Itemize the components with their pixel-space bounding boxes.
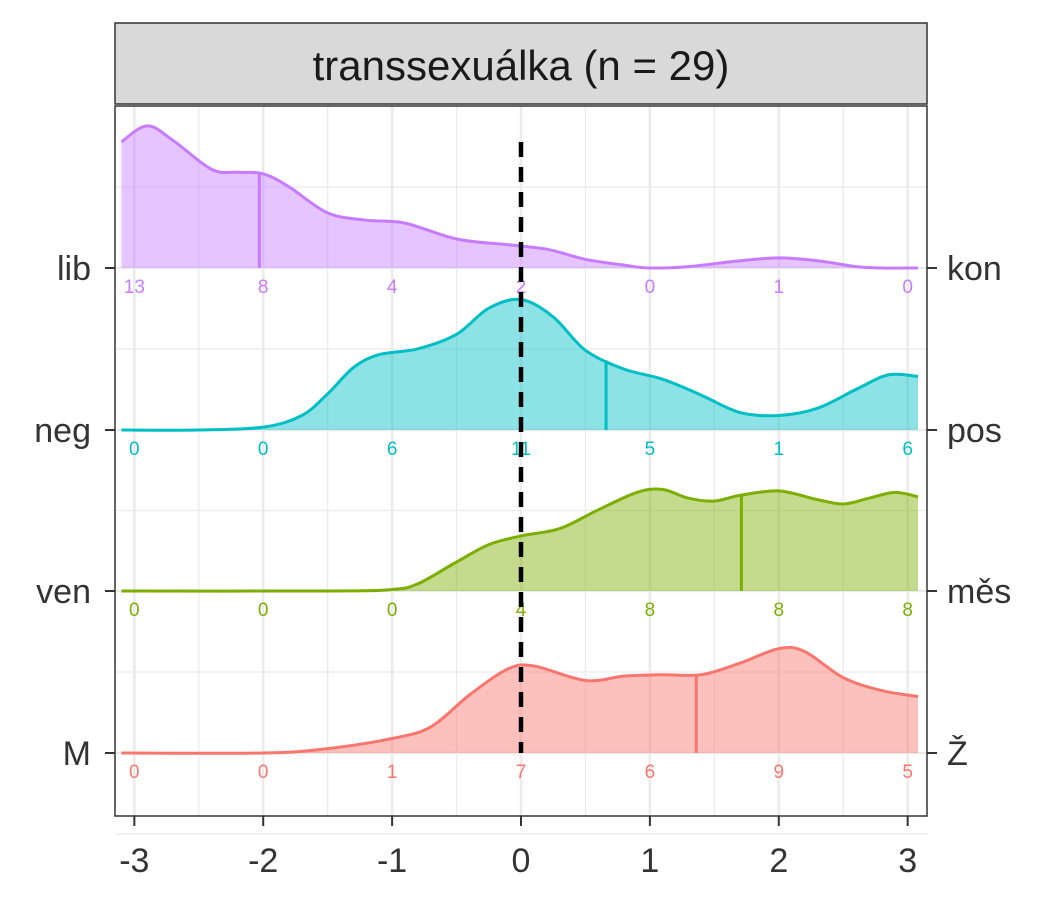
- x-tick-label: -3: [119, 842, 149, 880]
- count-label: 1: [773, 277, 784, 298]
- count-label: 6: [387, 439, 398, 460]
- left-axis-label: ven: [36, 573, 91, 611]
- left-axis-label: M: [63, 735, 91, 773]
- count-label: 4: [387, 277, 398, 298]
- count-label: 13: [124, 277, 145, 298]
- count-label: 8: [645, 600, 656, 621]
- density-area: [121, 489, 918, 592]
- x-tick-label: 1: [640, 842, 659, 880]
- density-line: [121, 645, 919, 755]
- facet-strip: transsexuálka (n = 29): [114, 22, 928, 105]
- count-label: 4: [516, 600, 527, 621]
- count-label: 8: [902, 600, 913, 621]
- ridge-lib: 13 8 4 2 0 1 0: [120, 124, 919, 298]
- x-tick-label: 3: [898, 842, 917, 880]
- x-tick-label: -2: [248, 842, 278, 880]
- count-label: 8: [258, 277, 269, 298]
- count-label: 9: [773, 762, 784, 783]
- density-area: [121, 299, 918, 431]
- x-tick-label: 2: [769, 842, 788, 880]
- count-label: 2: [516, 277, 527, 298]
- count-label: 0: [129, 439, 140, 460]
- count-label: 6: [645, 762, 656, 783]
- x-tick-label: 0: [512, 842, 531, 880]
- density-line: [121, 297, 919, 432]
- count-label: 1: [773, 439, 784, 460]
- count-label: 1: [387, 762, 398, 783]
- facet-strip-box: [114, 22, 928, 105]
- count-label: 0: [129, 600, 140, 621]
- count-label: 0: [258, 439, 269, 460]
- x-tick-label: -1: [377, 842, 407, 880]
- left-axis-label: neg: [34, 412, 91, 450]
- right-axis-label: měs: [947, 573, 1011, 611]
- count-label: 5: [902, 762, 913, 783]
- count-label: 0: [258, 762, 269, 783]
- count-label: 7: [516, 762, 527, 783]
- density-line: [121, 487, 919, 593]
- count-label: 8: [773, 600, 784, 621]
- density-line: [120, 124, 919, 270]
- right-axis-label: pos: [947, 412, 1002, 450]
- axes: -3 -2 -1 0 1 2 3 lib kon neg pos ven měs M Ž: [34, 250, 1011, 880]
- ridge-ven: 0 0 0 4 8 8 8: [121, 487, 919, 621]
- count-label: 5: [645, 439, 656, 460]
- density-area: [121, 125, 918, 269]
- count-label: 0: [645, 277, 656, 298]
- count-label: 0: [258, 600, 269, 621]
- count-label: 0: [129, 762, 140, 783]
- count-label: 0: [902, 277, 913, 298]
- right-axis-label: kon: [947, 250, 1002, 288]
- left-axis-label: lib: [57, 250, 91, 288]
- count-label: 0: [387, 600, 398, 621]
- count-label: 6: [902, 439, 913, 460]
- right-axis-label: Ž: [947, 735, 968, 773]
- facet-strip-title: transsexuálka (n = 29): [313, 42, 730, 89]
